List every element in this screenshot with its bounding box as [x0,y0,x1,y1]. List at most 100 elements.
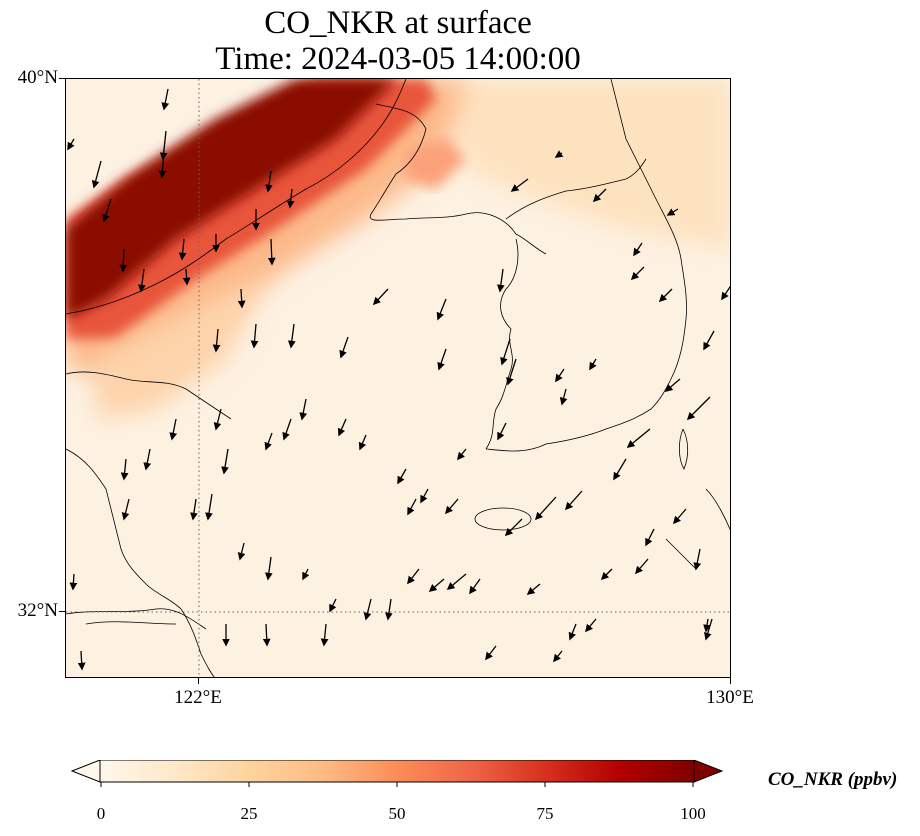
wind-vector-arrow [592,188,607,203]
plume-core [66,79,396,319]
wind-vectors [67,88,730,671]
colorbar-tick-75: 75 [536,804,554,823]
wind-vector-arrow [339,336,349,359]
wind-vector-arrow [703,618,711,633]
lat-label-32N: 32°N [17,600,58,621]
wind-vector-arrow [237,542,246,561]
wind-vector-arrow [120,458,129,481]
wind-vector-arrow [337,418,347,437]
wind-vector-arrow [205,493,213,521]
wind-vector-arrow [446,573,467,590]
wind-vector-arrow [407,568,420,585]
wind-vector-arrow [182,268,191,286]
wind-vector-arrow [506,358,517,386]
wind-vector-arrow [534,496,557,521]
wind-vector-arrow [633,242,643,257]
wind-vector-arrow [504,518,523,537]
tsushima-island [678,428,689,470]
colorbar-extend-max [693,760,724,783]
coastline-korea-south [485,378,672,452]
wind-vector-arrow [237,288,246,309]
coastline-china-east [66,448,215,677]
wind-vector-arrow [161,88,170,111]
wind-vector-arrow [407,498,417,516]
wind-vector-arrow [437,348,447,371]
colorbar-tick-25: 25 [240,804,258,823]
wind-vector-arrow [358,434,367,451]
coastline-korea-west [485,238,519,450]
wind-vector-arrow [634,558,649,575]
wind-vector-arrow [658,288,673,303]
coastline-korea-east [610,79,687,380]
wind-vector-arrow [363,598,372,621]
wind-vector-arrow [77,650,86,671]
wind-vector-arrow [213,408,222,431]
wind-vector-arrow [666,208,679,216]
gridlines [66,79,730,677]
wind-vector-arrow [267,238,276,266]
wind-vector-arrow [496,268,505,293]
wind-vector-arrow [428,578,445,593]
wind-vector-arrow [262,623,271,647]
wind-vector-arrow [265,170,273,193]
jeju-island [474,507,532,531]
wind-vector-arrow [137,268,146,293]
wind-vector-arrow [91,160,102,189]
wind-vector-arrow [102,198,112,223]
wind-vector-arrow [397,468,407,485]
wind-vector-arrow [469,578,481,595]
wind-vector-arrow [143,448,152,471]
wind-vector-arrow [286,188,295,209]
wind-vector-arrow [554,150,564,158]
wind-vector-arrow [212,328,221,353]
wind-vector-arrow [600,568,613,581]
wind-vector-arrow [385,598,393,621]
colorbar-tick-50: 50 [388,804,406,823]
plume-diffuse-south [96,279,266,419]
wind-vector-arrow [221,448,229,475]
wind-vector-arrow [686,396,711,421]
wind-vector-arrow [287,323,296,349]
wind-vector-arrow [69,573,78,591]
colorbar-tick-100: 100 [680,804,706,823]
wind-vector-arrow [585,618,597,633]
wind-vector-arrow [559,388,568,406]
wind-vector-arrow [703,330,715,351]
wind-vector-arrow [158,150,167,179]
lon-label-130E: 130°E [706,687,754,708]
wind-vector-arrow [320,623,329,647]
wind-vector-arrow [282,418,292,441]
map-subtitle-time: Time: 2024-03-05 14:00:00 [215,41,581,77]
wind-vector-arrow [500,338,511,366]
colorbar-body [99,760,695,783]
map-panel[interactable] [65,78,731,678]
coastline-yalu-border [505,158,647,220]
wind-vector-arrow [264,432,273,451]
wind-vector-arrow [589,358,597,371]
wind-vector-arrow [564,490,583,511]
wind-vector-arrow [721,285,730,301]
wind-vector-arrow [178,238,187,261]
tick-122E [198,678,199,684]
wind-vector-arrow [626,428,651,448]
wind-vector-arrow [264,556,273,581]
wind-vector-arrow [190,498,198,521]
wind-vector-arrow [121,498,130,521]
wind-vector-arrow [664,378,681,393]
colorbar-tick-0: 0 [96,804,106,823]
wind-vector-arrow [436,298,447,321]
wind-vector-arrow [299,398,308,421]
tick-32N [59,611,65,612]
light-haze-east [446,79,730,249]
wind-vector-arrow [497,422,507,441]
wind-vector-arrow [372,288,389,306]
wind-vector-arrow [526,583,541,595]
coastline-shandong [66,371,232,420]
lon-label-122E: 122°E [174,687,222,708]
wind-vector-arrow [555,368,565,383]
wind-vector-arrow [302,568,310,581]
wind-vector-arrow [693,548,702,571]
wind-vector-arrow [645,528,655,547]
plume-mid [66,79,436,339]
wind-vector-arrow [613,458,627,481]
